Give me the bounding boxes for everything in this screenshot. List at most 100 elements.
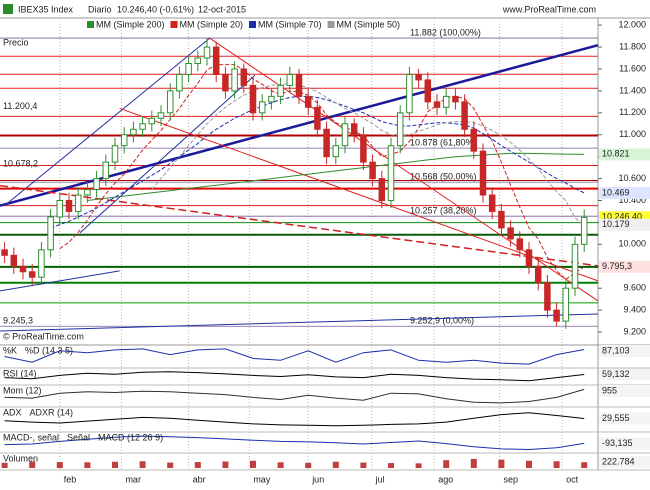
date: 12-oct-2015 bbox=[198, 4, 246, 14]
level-annotation: 10.678,2 bbox=[3, 158, 38, 168]
candle-body bbox=[166, 90, 174, 114]
candle-body bbox=[544, 282, 551, 311]
candle-body bbox=[249, 84, 257, 114]
legend-label: MM (Simple 20) bbox=[180, 19, 244, 29]
panel-tag bbox=[599, 412, 650, 425]
fib-label: 10.878 (61,80%) bbox=[410, 137, 477, 147]
y-tick-label: 10.000 bbox=[618, 239, 646, 249]
volume-bar bbox=[360, 462, 367, 468]
panel-tag-label: 955 bbox=[602, 385, 617, 395]
month-label: ago bbox=[438, 474, 453, 484]
y-tick-label: 11.800 bbox=[619, 41, 646, 51]
candle-body bbox=[212, 46, 220, 75]
month-label: feb bbox=[64, 474, 77, 484]
app-icon bbox=[3, 4, 13, 14]
volume-bar bbox=[470, 458, 477, 468]
candle-body bbox=[415, 73, 422, 81]
panel-label: %K bbox=[3, 345, 17, 355]
panel-tag bbox=[599, 456, 650, 469]
volume-bar bbox=[167, 462, 174, 468]
candle-body bbox=[1, 249, 8, 256]
candle-body bbox=[111, 145, 119, 163]
candle-body bbox=[304, 95, 312, 108]
candle-body bbox=[240, 68, 248, 86]
price-label: Precio bbox=[3, 37, 29, 47]
moving-average bbox=[50, 95, 585, 229]
y-tick-label: 11.400 bbox=[619, 85, 646, 95]
candle-body bbox=[378, 178, 386, 202]
candle-body bbox=[507, 227, 514, 240]
y-tick-label: 9.400 bbox=[623, 304, 646, 314]
candle-body bbox=[369, 161, 376, 180]
candle-body bbox=[222, 73, 229, 92]
candle-body bbox=[553, 309, 560, 322]
volume-bar bbox=[498, 459, 505, 468]
candle-body bbox=[203, 46, 211, 59]
legend-label: MM (Simple 200) bbox=[96, 19, 165, 29]
trend-line bbox=[79, 74, 256, 234]
candle-body bbox=[185, 62, 192, 75]
candle-body bbox=[56, 200, 64, 218]
price-tag-label: 10.246,40 bbox=[602, 212, 642, 222]
price-tag bbox=[599, 148, 650, 161]
candle-body bbox=[139, 123, 146, 130]
price-tag bbox=[599, 218, 650, 231]
panel-tag-label: 29,555 bbox=[602, 413, 630, 423]
volume-bar bbox=[29, 461, 36, 468]
y-tick-label: 12.000 bbox=[618, 19, 646, 29]
volume-bar bbox=[443, 460, 450, 468]
candle-body bbox=[461, 101, 468, 130]
candle-body bbox=[323, 128, 330, 158]
price-tag-label: 9.795,3 bbox=[602, 261, 632, 271]
legend-swatch bbox=[327, 21, 335, 28]
moving-average bbox=[59, 64, 585, 281]
panel-tag bbox=[599, 368, 650, 381]
candle-body bbox=[19, 265, 27, 273]
month-label: abr bbox=[193, 474, 206, 484]
candle-body bbox=[350, 123, 358, 136]
candle-body bbox=[157, 112, 165, 119]
fib-label: 9.252,9 (0,00%) bbox=[410, 316, 474, 326]
last-price: 10.246,40 (-0,61%) bbox=[117, 4, 194, 14]
indicator-line bbox=[4, 348, 585, 365]
candle-body bbox=[286, 73, 294, 86]
candle-body bbox=[120, 134, 128, 147]
period: Diario bbox=[88, 4, 112, 14]
candle-body bbox=[74, 194, 82, 212]
candle-body bbox=[360, 134, 367, 163]
volume-bar bbox=[415, 463, 422, 468]
trend-line bbox=[4, 37, 211, 207]
y-tick-label: 10.600 bbox=[618, 173, 646, 183]
panel-label: Señal bbox=[67, 432, 90, 442]
indicator-line bbox=[4, 435, 585, 451]
candle-body bbox=[479, 150, 487, 196]
candle-body bbox=[176, 73, 183, 92]
price-tag-label: 10.821 bbox=[602, 149, 630, 159]
candle-body bbox=[231, 68, 238, 92]
price-tag bbox=[599, 186, 650, 199]
candle-body bbox=[295, 73, 303, 97]
volume-bar bbox=[553, 461, 560, 468]
trend-line bbox=[119, 107, 599, 282]
panel-tag-label: 59,132 bbox=[602, 369, 630, 379]
y-tick-label: 10.400 bbox=[618, 195, 646, 205]
moving-average bbox=[87, 152, 585, 201]
volume-bar bbox=[222, 461, 229, 468]
candle-body bbox=[525, 249, 533, 267]
candle-body bbox=[194, 57, 202, 64]
month-label: may bbox=[253, 474, 271, 484]
candle-body bbox=[93, 178, 100, 191]
candle-body bbox=[314, 106, 321, 130]
indicator-line bbox=[4, 412, 585, 427]
indicator-line bbox=[4, 388, 585, 404]
candle-body bbox=[277, 84, 284, 97]
candle-body bbox=[341, 123, 349, 147]
legend-label: MM (Simple 70) bbox=[258, 19, 322, 29]
panel-label: Mom (12) bbox=[3, 385, 42, 395]
candle-body bbox=[28, 271, 36, 278]
volume-bar bbox=[581, 462, 588, 468]
panel-label: %D (14 3 5) bbox=[25, 345, 73, 355]
legend-swatch bbox=[170, 21, 178, 28]
month-label: mar bbox=[125, 474, 141, 484]
